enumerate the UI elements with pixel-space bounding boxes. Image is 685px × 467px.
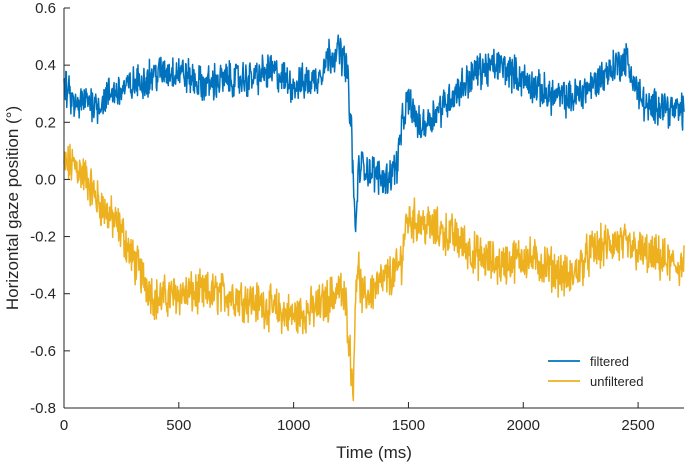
x-tick-label: 2500 [621,417,654,434]
y-tick-label: 0.2 [35,114,56,131]
legend-label-filtered: filtered [590,354,629,369]
plot-lines [63,34,685,402]
x-tick-label: 1000 [277,417,310,434]
y-tick-label: -0.6 [30,343,56,360]
legend-label-unfiltered: unfiltered [590,374,643,389]
x-tick-label: 0 [60,417,68,434]
y-tick-label: 0.4 [35,57,56,74]
x-tick-label: 500 [166,417,191,434]
tick-labels: 0 500 1000 1500 2000 2500 0.6 0.4 0.2 0.0 -0.2 -0.4… [30,0,655,434]
legend: filtered unfiltered [540,345,680,395]
y-tick-label: -0.2 [30,229,56,246]
y-tick-label: -0.4 [30,286,56,303]
x-axis-label: Time (ms) [336,443,412,462]
axes [63,7,684,409]
y-tick-label: -0.8 [30,400,56,417]
y-tick-label: 0.0 [35,171,56,188]
x-tick-label: 2000 [507,417,540,434]
series-line-unfiltered [63,143,685,402]
y-axis-label: Horizontal gaze position (°) [3,106,22,310]
series-line-filtered [63,34,685,233]
legend-box [540,345,680,395]
x-tick-label: 1500 [392,417,425,434]
y-tick-label: 0.6 [35,0,56,17]
